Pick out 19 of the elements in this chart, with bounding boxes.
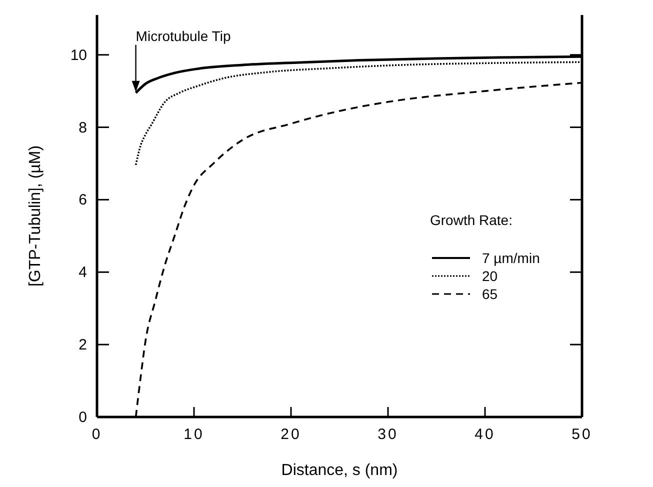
y-tick-label: 4 (78, 264, 87, 282)
x-tick-label: 0 (92, 426, 102, 443)
legend-label: 7 µm/min (482, 250, 540, 266)
x-tick-label: 10 (184, 426, 204, 443)
x-axis-title: Distance, s (nm) (281, 462, 398, 479)
x-tick-label: 30 (378, 426, 398, 443)
annotation: Microtubule Tip (136, 28, 231, 44)
legend-label: 65 (482, 286, 498, 302)
x-tick-label: 20 (280, 426, 302, 443)
y-tick-label: 8 (78, 119, 87, 136)
y-axis-title: [GTP-Tubulin], (µM) (27, 145, 44, 287)
y-tick-label: 10 (70, 46, 87, 64)
x-tick-label: 40 (474, 426, 496, 443)
y-tick-label: 2 (78, 336, 87, 354)
legend-title: Growth Rate: (430, 212, 512, 228)
y-tick-label: 6 (78, 192, 87, 209)
y-tick-label: 0 (78, 409, 87, 426)
x-tick-label: 50 (572, 426, 592, 443)
legend-label: 20 (482, 268, 498, 284)
